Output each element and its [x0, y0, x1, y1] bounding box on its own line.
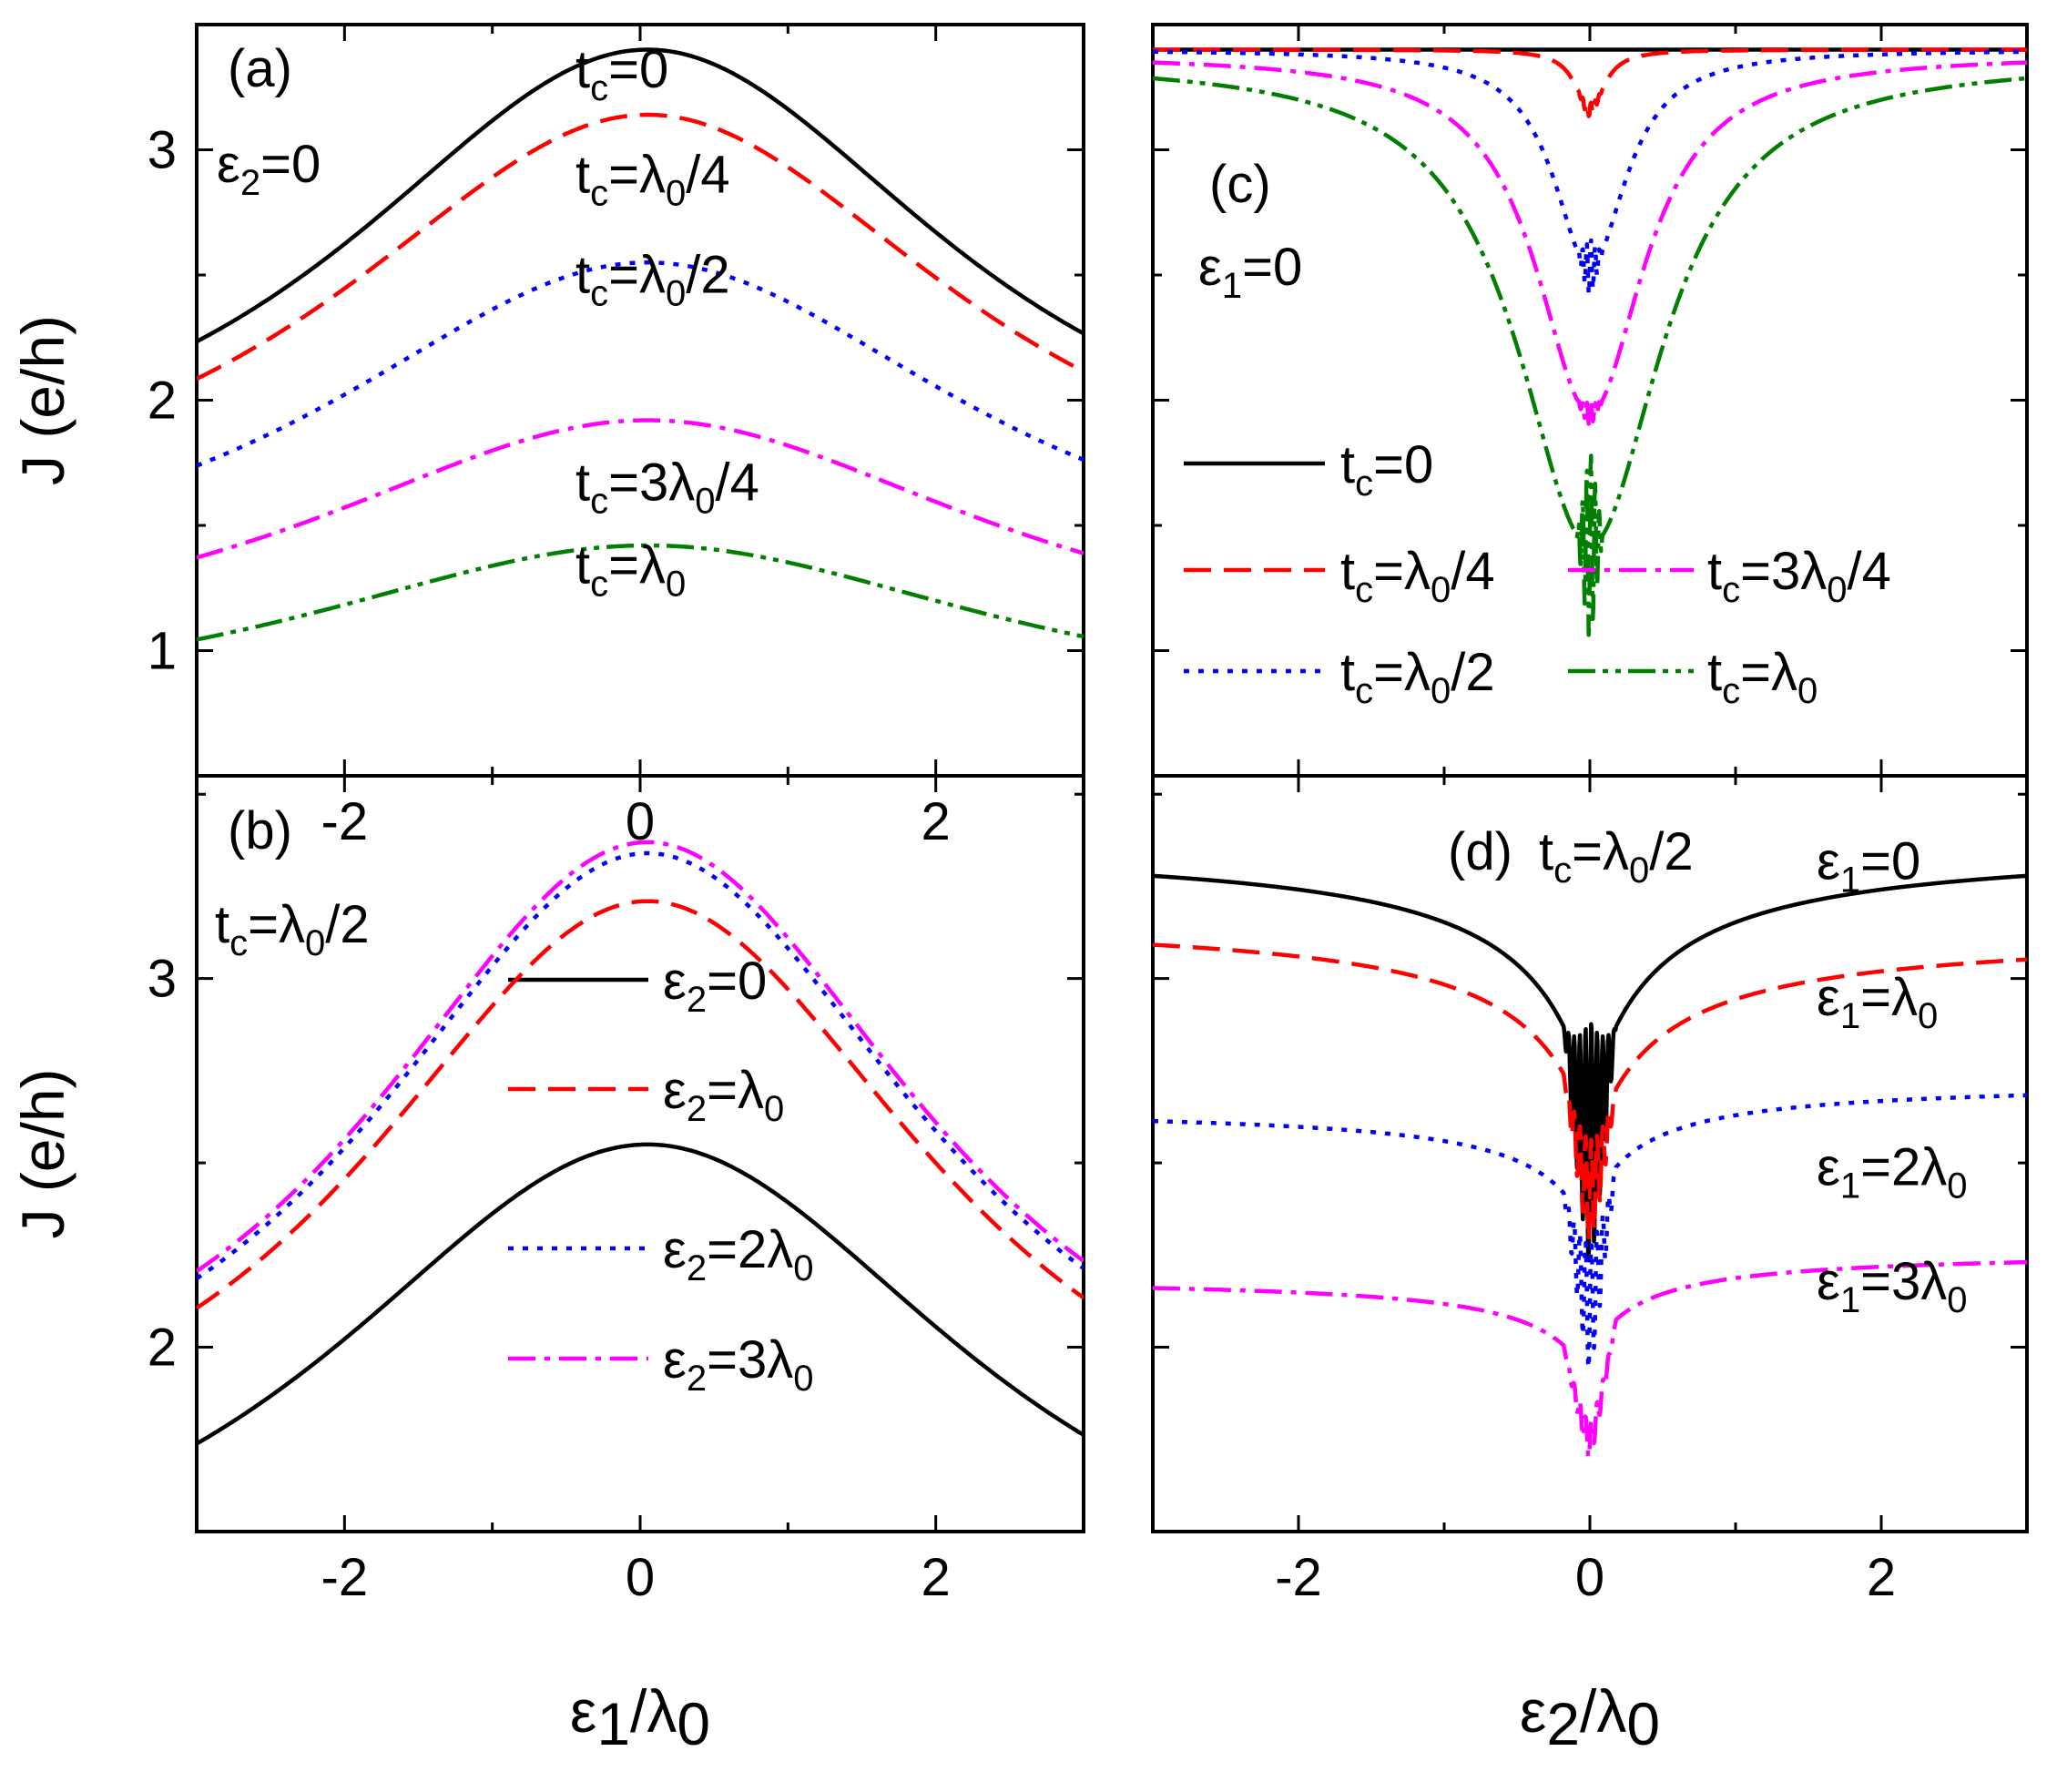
panel-d: -2 0 2 ε2/λ0 ε1=0 ε1=λ0 ε1=2λ0 ε1=3λ0 (d) tc=λ0/2 [1151, 774, 2029, 1757]
y-axis-title: J (e/h) [9, 315, 76, 485]
legend-label: ε2=2λ0 [663, 1220, 814, 1288]
series-line-0 [1153, 873, 2027, 1263]
series-line-3 [197, 418, 1084, 560]
panel-label: (d) [1448, 822, 1512, 881]
legend-label: tc=3λ0/4 [1707, 542, 1891, 610]
x-axis-title: ε2/λ0 [1520, 1677, 1660, 1757]
series-line-2 [1153, 49, 2027, 297]
series-line-4 [197, 543, 1084, 642]
panel-c: (c) ε1=0 tc=0 tc=λ0/4 tc=λ0/2 tc=3λ0/4 tc=λ0 [1151, 23, 2029, 778]
series-annotation: tc=λ0/4 [575, 145, 730, 213]
y-tick-label: 3 [148, 950, 177, 1009]
x-tick-label: -2 [321, 1548, 369, 1607]
series-line-0 [197, 1142, 1084, 1446]
legend-label: tc=λ0/2 [1340, 643, 1495, 711]
series-annotation: ε1=3λ0 [1817, 1252, 1968, 1320]
series-line-1 [1153, 942, 2027, 1243]
y-tick-label: 2 [148, 372, 177, 431]
panel-b: -2 0 2 2 3 J (e/h) ε1/λ0 ε2=0 ε2=λ0 ε2=2λ0 ε2=3λ0 (… [9, 774, 1085, 1757]
x-tick-label: -2 [1275, 1548, 1322, 1607]
series-line-1 [197, 899, 1084, 1310]
panel-condition: ε1=0 [1198, 238, 1302, 306]
panel-label: (a) [228, 39, 292, 98]
panel-condition: tc=λ0/2 [215, 895, 370, 963]
y-axis-title: J (e/h) [9, 1068, 76, 1238]
series-line-0 [197, 47, 1084, 344]
x-axis-title: ε1/λ0 [570, 1677, 710, 1757]
series-line-2 [1153, 1093, 2027, 1370]
legend-label: tc=λ0 [1707, 643, 1818, 711]
x-tick-label: 2 [1867, 1548, 1896, 1607]
x-tick-label: 2 [922, 1548, 951, 1607]
panel-label: (b) [228, 801, 292, 860]
series-line-1 [1153, 47, 2027, 118]
y-tick-label: 2 [148, 1319, 177, 1378]
legend-label: ε2=0 [663, 952, 767, 1020]
series-annotation: tc=λ0/2 [575, 245, 730, 313]
series-line-3 [1153, 1259, 2027, 1460]
x-tick-label: 0 [1575, 1548, 1604, 1607]
legend-label: tc=0 [1340, 435, 1433, 504]
x-tick-label: 2 [922, 792, 951, 851]
panel-label: (c) [1209, 155, 1271, 214]
series-annotation: tc=λ0 [575, 535, 686, 604]
y-tick-label: 3 [148, 121, 177, 180]
x-tick-label: -2 [321, 792, 369, 851]
series-annotation: ε1=0 [1817, 831, 1920, 900]
series-line-4 [1153, 76, 2027, 637]
y-tick-label: 1 [148, 622, 177, 681]
series-line-2 [197, 850, 1084, 1280]
legend-label: ε2=λ0 [663, 1061, 784, 1129]
series-line-2 [197, 260, 1084, 468]
series-line-1 [197, 112, 1084, 382]
x-tick-label: 0 [626, 1548, 655, 1607]
panel-condition: tc=λ0/2 [1539, 822, 1694, 891]
series-annotation: tc=3λ0/4 [575, 453, 759, 522]
plot-frame [1151, 23, 2029, 778]
series-annotation: ε1=λ0 [1817, 968, 1938, 1036]
series-annotation: ε1=2λ0 [1817, 1137, 1968, 1206]
legend-label: ε2=3λ0 [663, 1330, 814, 1399]
series-line-3 [1153, 60, 2027, 426]
series-annotation: tc=0 [575, 40, 668, 108]
legend-label: tc=λ0/4 [1340, 542, 1495, 610]
panel-condition: ε2=0 [217, 135, 321, 203]
plot-frame [195, 23, 1085, 778]
series-line-3 [197, 840, 1084, 1273]
